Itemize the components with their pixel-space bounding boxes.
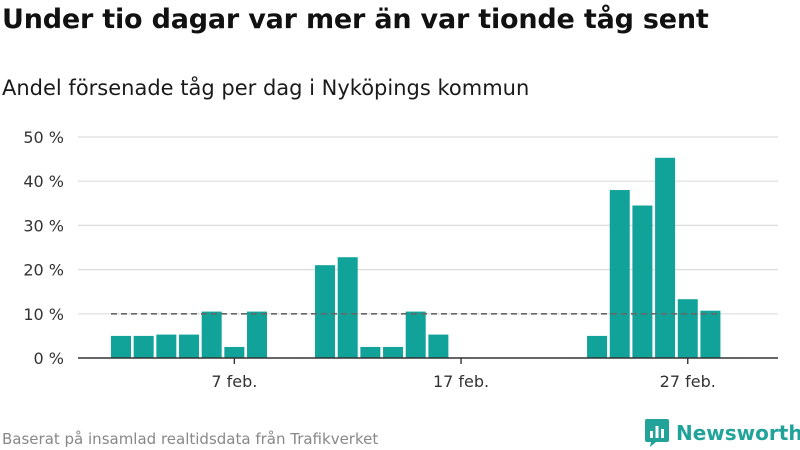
bar xyxy=(609,190,630,358)
bar xyxy=(632,205,653,358)
x-tick-label: 17 feb. xyxy=(433,372,489,391)
newsworthy-icon xyxy=(645,419,669,447)
bar xyxy=(315,265,336,358)
bar xyxy=(700,310,721,358)
y-tick-label: 30 % xyxy=(23,216,64,235)
bar xyxy=(133,335,154,358)
bar xyxy=(383,346,404,358)
bar xyxy=(587,335,608,358)
y-tick-label: 0 % xyxy=(34,349,64,368)
y-tick-label: 40 % xyxy=(23,172,64,191)
bar xyxy=(655,157,676,358)
chart-title: Under tio dagar var mer än var tionde tå… xyxy=(2,4,709,35)
source-note: Baserat på insamlad realtidsdata från Tr… xyxy=(2,430,379,448)
bar xyxy=(405,311,426,358)
chart-subtitle: Andel försenade tåg per dag i Nyköpings … xyxy=(2,76,530,100)
bar xyxy=(360,346,381,358)
y-tick-label: 10 % xyxy=(23,305,64,324)
bar xyxy=(224,346,245,358)
brand-name: Newsworthy xyxy=(676,421,800,445)
bar xyxy=(111,335,131,358)
bar xyxy=(179,334,200,358)
bar xyxy=(337,257,358,358)
brand-logo: Newsworthy xyxy=(644,418,800,448)
bar xyxy=(428,334,449,358)
bar xyxy=(201,311,222,358)
x-tick-label: 7 feb. xyxy=(211,372,257,391)
bar xyxy=(247,311,268,358)
y-tick-label: 20 % xyxy=(23,261,64,280)
x-tick-label: 27 feb. xyxy=(660,372,716,391)
bar xyxy=(677,299,698,358)
y-tick-label: 50 % xyxy=(23,128,64,147)
bar xyxy=(156,334,177,358)
